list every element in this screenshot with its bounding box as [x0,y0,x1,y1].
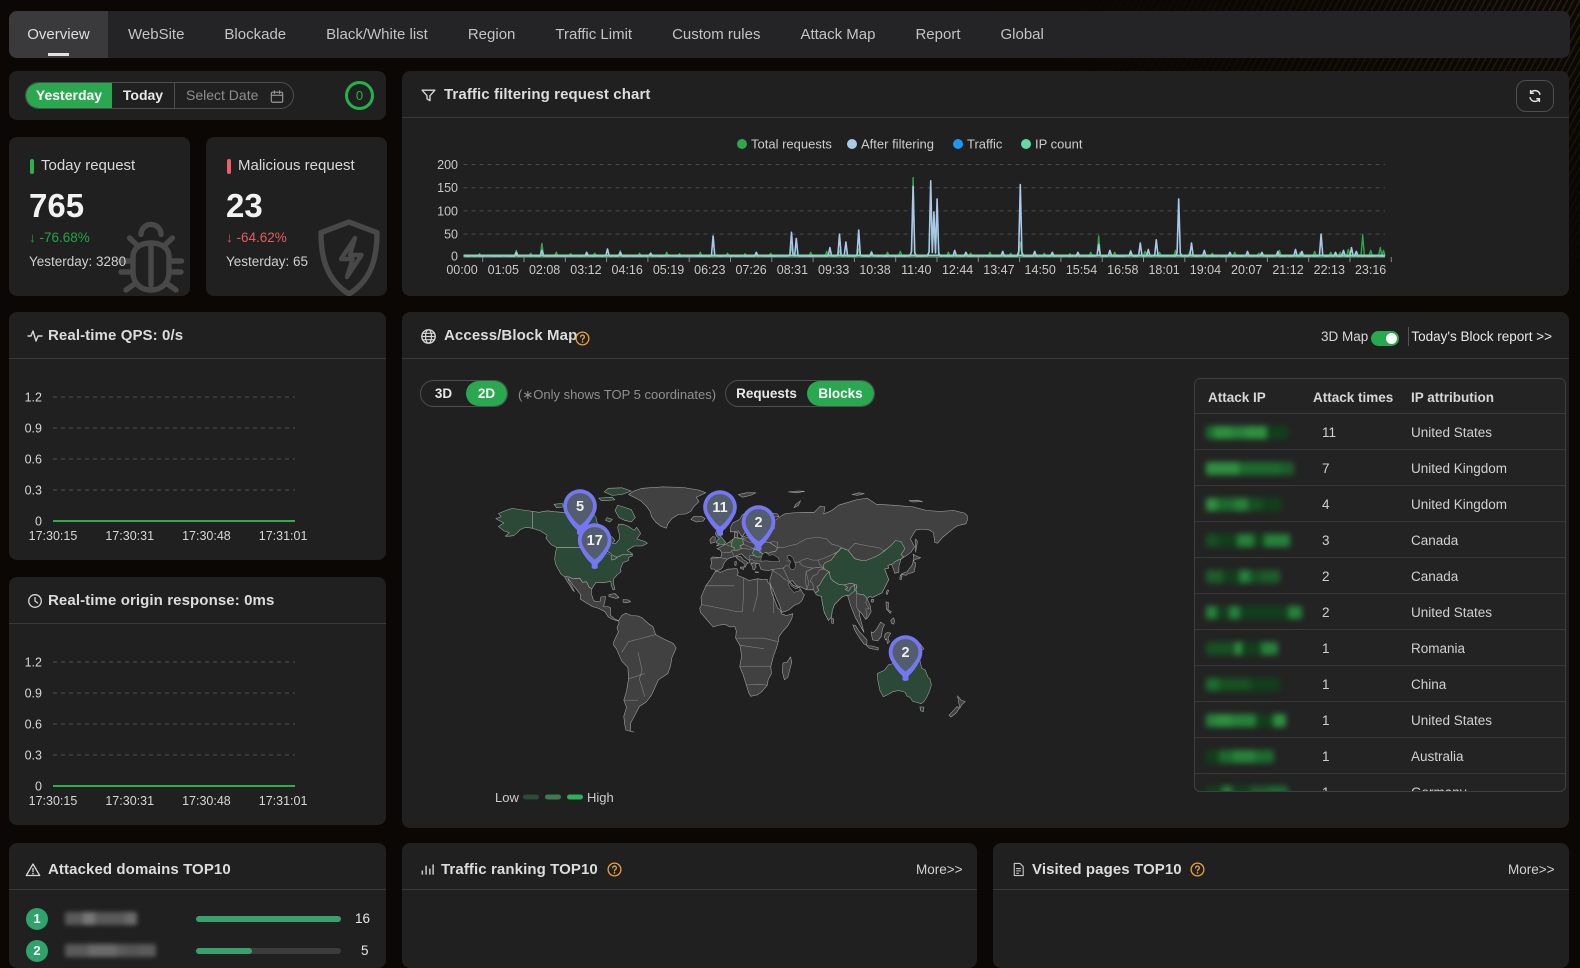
svg-text:0.3: 0.3 [25,749,42,763]
svg-text:15:54: 15:54 [1066,263,1097,277]
svg-text:18:01: 18:01 [1148,263,1179,277]
svg-text:IP count: IP count [1035,137,1083,152]
svg-text:After filtering: After filtering [861,137,934,152]
svg-text:16:58: 16:58 [1107,263,1138,277]
svg-text:21:12: 21:12 [1272,263,1303,277]
svg-text:11: 11 [712,500,727,516]
svg-text:06:23: 06:23 [694,263,725,277]
svg-text:17:30:15: 17:30:15 [29,529,78,543]
svg-text:07:26: 07:26 [735,263,766,277]
svg-text:17:31:01: 17:31:01 [259,529,308,543]
svg-text:Traffic: Traffic [967,137,1003,152]
svg-text:0: 0 [35,780,42,794]
svg-text:1.2: 1.2 [25,391,42,405]
svg-text:0: 0 [451,250,458,264]
svg-text:0.9: 0.9 [25,422,42,436]
svg-text:11:40: 11:40 [901,263,931,277]
svg-text:23:16: 23:16 [1355,263,1386,277]
svg-text:01:05: 01:05 [488,263,519,277]
svg-text:17: 17 [587,533,603,549]
svg-text:17:30:31: 17:30:31 [105,794,154,808]
svg-text:0.6: 0.6 [25,453,42,467]
svg-text:100: 100 [437,204,458,218]
svg-text:High: High [587,790,614,805]
svg-text:09:33: 09:33 [818,263,849,277]
svg-text:22:13: 22:13 [1314,263,1345,277]
svg-text:17:30:48: 17:30:48 [182,794,231,808]
svg-text:17:31:01: 17:31:01 [259,794,308,808]
svg-text:08:31: 08:31 [777,263,808,277]
svg-text:05:19: 05:19 [653,263,684,277]
svg-text:0.3: 0.3 [25,484,42,498]
svg-text:0: 0 [35,515,42,529]
svg-text:17:30:15: 17:30:15 [29,794,78,808]
svg-text:1.2: 1.2 [25,656,42,670]
svg-text:02:08: 02:08 [529,263,560,277]
svg-text:Total requests: Total requests [751,137,832,152]
svg-text:Low: Low [495,790,519,805]
svg-text:04:16: 04:16 [612,263,643,277]
svg-text:5: 5 [576,499,584,515]
svg-text:17:30:31: 17:30:31 [105,529,154,543]
svg-text:20:07: 20:07 [1231,263,1262,277]
svg-text:13:47: 13:47 [983,263,1014,277]
svg-text:2: 2 [754,515,762,531]
svg-text:0.6: 0.6 [25,718,42,732]
svg-text:00:00: 00:00 [446,263,477,277]
svg-text:12:44: 12:44 [942,263,973,277]
svg-text:19:04: 19:04 [1190,263,1221,277]
svg-text:0.9: 0.9 [25,687,42,701]
svg-text:200: 200 [437,158,458,172]
svg-text:150: 150 [437,181,458,195]
svg-text:50: 50 [444,228,458,242]
svg-text:2: 2 [901,645,909,661]
svg-text:10:38: 10:38 [859,263,890,277]
svg-text:03:12: 03:12 [570,263,601,277]
svg-text:14:50: 14:50 [1025,263,1056,277]
svg-text:17:30:48: 17:30:48 [182,529,231,543]
